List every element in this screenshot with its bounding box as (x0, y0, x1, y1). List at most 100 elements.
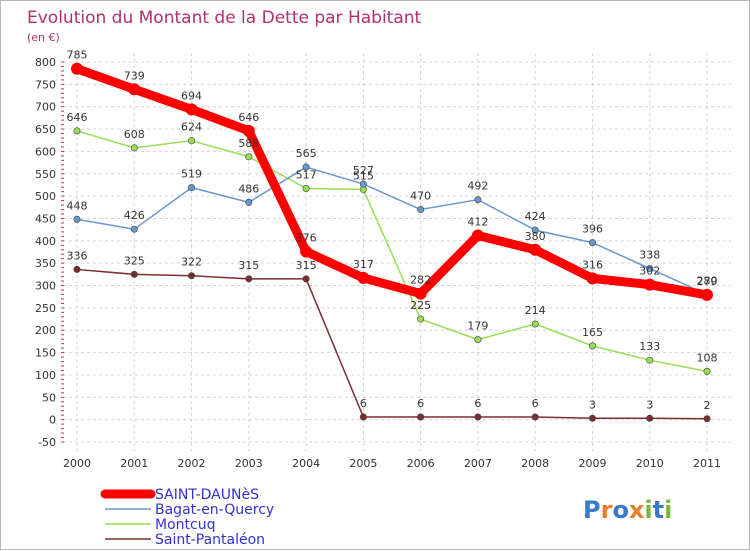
point-2-6 (417, 315, 425, 323)
data-label-3-2: 322 (181, 256, 202, 269)
data-label-0-3: 646 (238, 111, 259, 124)
point-0-9 (586, 272, 599, 285)
point-2-2 (188, 137, 196, 145)
x-tick-label: 2011 (693, 457, 721, 470)
point-0-10 (643, 278, 656, 291)
point-3-6 (417, 413, 425, 421)
point-0-6 (414, 287, 427, 300)
point-3-3 (245, 275, 253, 283)
legend: SAINT-DAUNèSBagat-en-QuercyMontcuqSaint-… (100, 487, 274, 548)
data-label-2-5: 515 (353, 169, 374, 182)
y-tick-label: 650 (35, 123, 56, 136)
data-label-0-6: 282 (410, 274, 431, 287)
data-label-1-6: 470 (410, 190, 431, 203)
point-1-3 (245, 198, 253, 206)
data-label-1-3: 486 (238, 182, 259, 195)
point-1-7 (474, 196, 482, 204)
data-label-1-5: 527 (353, 164, 374, 177)
data-label-2-0: 646 (67, 111, 88, 124)
data-label-2-2: 624 (181, 121, 202, 134)
series-line-2 (76, 130, 708, 373)
x-tick-label: 2008 (521, 457, 549, 470)
series-line-1 (76, 166, 708, 296)
x-tick-label: 2002 (178, 457, 206, 470)
point-2-8 (531, 320, 539, 328)
point-2-0 (73, 127, 81, 135)
point-3-10 (646, 414, 654, 422)
proxiti-logo: Proxiti (583, 496, 672, 524)
data-label-2-8: 214 (525, 304, 546, 317)
point-2-3 (245, 153, 253, 161)
y-axis: -50 0 50 100 150 200 250 300 350 400 450 500 550 600 6… (35, 56, 64, 449)
point-2-11 (703, 367, 711, 375)
legend-label-2: Montcuq (155, 517, 215, 533)
data-label-1-9: 396 (582, 223, 603, 236)
data-label-0-10: 302 (639, 265, 660, 278)
data-label-0-5: 317 (353, 258, 374, 271)
logo-letter: x (629, 496, 645, 524)
point-2-10 (646, 356, 654, 364)
point-3-1 (130, 270, 138, 278)
point-3-2 (188, 272, 196, 280)
point-1-6 (417, 206, 425, 214)
point-1-4 (302, 163, 310, 171)
data-label-1-8: 424 (525, 210, 546, 223)
data-label-3-7: 6 (474, 397, 481, 410)
legend-label-1: Bagat-en-Quercy (155, 502, 274, 518)
point-3-7 (474, 413, 482, 421)
data-label-3-6: 6 (417, 397, 424, 410)
logo-letter: i (644, 496, 652, 524)
y-tick-label: 200 (35, 324, 56, 337)
data-label-0-9: 316 (582, 258, 603, 271)
point-2-1 (130, 144, 138, 152)
point-0-4 (300, 245, 313, 258)
point-1-10 (646, 265, 654, 273)
point-3-9 (588, 414, 596, 422)
point-3-4 (302, 275, 310, 283)
point-1-8 (531, 226, 539, 234)
point-0-0 (71, 62, 83, 75)
data-label-0-4: 376 (296, 232, 317, 245)
y-tick-label: 700 (35, 101, 56, 114)
point-1-9 (588, 239, 596, 247)
x-tick-label: 2009 (578, 457, 606, 470)
logo-letter: P (583, 496, 601, 524)
data-label-3-4: 315 (296, 259, 317, 272)
data-label-0-8: 380 (525, 230, 546, 243)
y-tick-label: 0 (49, 414, 56, 427)
logo-letter: o (612, 496, 629, 524)
point-0-7 (471, 229, 484, 242)
point-3-0 (73, 265, 81, 273)
legend-label-0: SAINT-DAUNèS (155, 487, 259, 503)
point-0-5 (357, 271, 370, 284)
x-tick-label: 2007 (464, 457, 492, 470)
point-2-4 (302, 185, 310, 193)
data-label-3-0: 336 (67, 249, 88, 262)
point-0-8 (529, 243, 542, 256)
x-tick-label: 2006 (407, 457, 435, 470)
data-label-2-10: 133 (639, 340, 660, 353)
point-1-0 (73, 215, 81, 223)
data-label-2-6: 225 (410, 299, 431, 312)
data-label-3-5: 6 (360, 397, 367, 410)
data-label-2-4: 517 (296, 169, 317, 182)
point-1-1 (130, 225, 138, 233)
data-label-2-1: 608 (124, 128, 145, 141)
y-tick-label: 100 (35, 369, 56, 382)
x-tick-label: 2005 (349, 457, 377, 470)
point-3-11 (703, 415, 711, 423)
x-tick-label: 2001 (120, 457, 148, 470)
logo-letter: i (664, 496, 672, 524)
series-line-3 (76, 268, 708, 420)
data-label-1-2: 519 (181, 168, 202, 181)
y-tick-label: 800 (35, 56, 56, 69)
data-label-1-4: 565 (296, 147, 317, 160)
y-tick-label: 550 (35, 168, 56, 181)
y-tick-label: 450 (35, 212, 56, 225)
point-2-9 (588, 342, 596, 350)
data-label-0-11: 279 (697, 275, 718, 288)
data-label-2-3: 588 (238, 137, 259, 150)
data-label-3-1: 325 (124, 254, 145, 267)
